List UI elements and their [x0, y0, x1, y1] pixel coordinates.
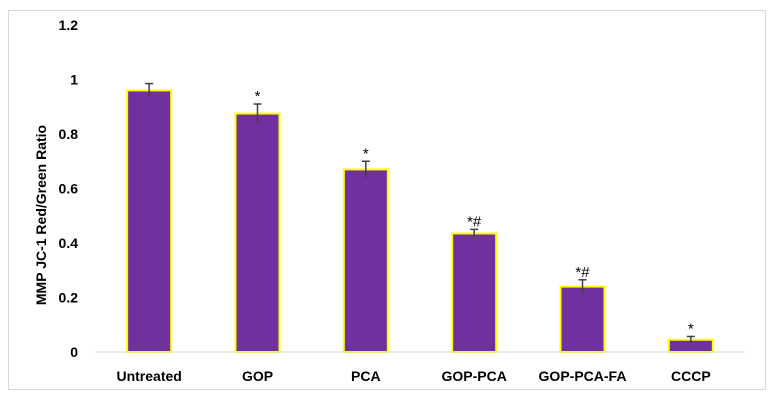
x-tick-label: CCCP: [671, 368, 711, 384]
x-tick-label: Untreated: [116, 368, 181, 384]
error-bar: [470, 228, 479, 238]
y-axis-title: MMP JC-1 Red/Green Ratio: [33, 125, 49, 305]
error-bar: [253, 103, 262, 124]
bar-pca: [342, 168, 389, 353]
significance-marker: *#: [467, 213, 482, 230]
significance-marker: *: [688, 320, 694, 337]
x-axis-ticks: Untreated GOP PCA GOP-PCA GOP-PCA-FA CCCP: [116, 368, 710, 384]
error-bar: [686, 335, 695, 344]
error-bar: [145, 82, 154, 98]
x-tick-label: PCA: [351, 368, 381, 384]
bars: [126, 89, 714, 354]
x-tick-label: GOP-PCA-FA: [539, 368, 627, 384]
bar-gop: [234, 112, 281, 353]
y-tick-label: 0.8: [59, 126, 79, 142]
y-tick-label: 0.4: [59, 235, 79, 251]
y-axis-ticks: 0 0.2 0.4 0.6 0.8 1 1.2: [59, 17, 79, 360]
significance-marker: *#: [575, 264, 590, 281]
bar-gop-pca: [451, 232, 498, 353]
y-tick-label: 0.2: [59, 290, 79, 306]
bar-gop-pca-fa: [559, 285, 606, 354]
y-tick-label: 0.6: [59, 181, 79, 197]
y-tick-label: 0: [70, 344, 78, 360]
x-tick-label: GOP: [242, 368, 273, 384]
error-bar: [578, 279, 587, 294]
significance-marker: *: [255, 88, 261, 105]
error-bars: [145, 82, 695, 344]
significance-labels: * * *# *# *: [255, 88, 694, 337]
error-bar: [361, 160, 370, 178]
x-tick-label: GOP-PCA: [441, 368, 506, 384]
bar-untreated: [126, 89, 173, 354]
y-tick-label: 1.2: [59, 17, 79, 33]
significance-marker: *: [363, 145, 369, 162]
y-tick-label: 1: [70, 72, 78, 88]
